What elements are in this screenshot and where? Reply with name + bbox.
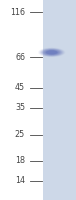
Ellipse shape xyxy=(42,49,61,56)
Ellipse shape xyxy=(43,49,60,55)
Bar xyxy=(43,0,76,200)
Text: 35: 35 xyxy=(15,103,25,112)
Text: 18: 18 xyxy=(15,156,25,165)
Ellipse shape xyxy=(41,49,62,56)
Text: 45: 45 xyxy=(15,83,25,92)
Ellipse shape xyxy=(46,51,58,54)
Ellipse shape xyxy=(46,50,57,54)
Ellipse shape xyxy=(44,50,59,55)
Ellipse shape xyxy=(45,50,58,55)
Text: 116: 116 xyxy=(10,8,25,17)
Ellipse shape xyxy=(39,48,64,57)
Ellipse shape xyxy=(40,48,63,56)
Ellipse shape xyxy=(38,48,65,57)
Text: 14: 14 xyxy=(15,176,25,185)
Text: 66: 66 xyxy=(15,53,25,62)
Ellipse shape xyxy=(47,51,56,54)
Text: 25: 25 xyxy=(15,130,25,139)
